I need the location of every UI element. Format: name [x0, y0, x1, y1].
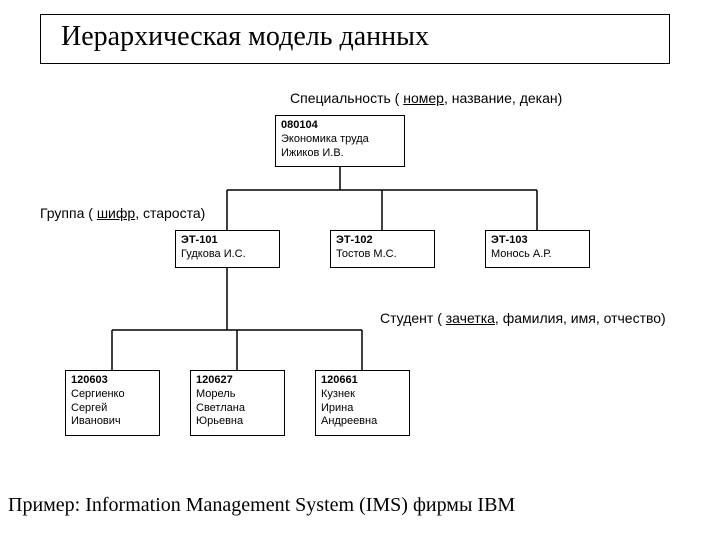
node-g3: ЭТ-103Монось А.Р. — [485, 230, 590, 268]
level-label-2: Студент ( зачетка, фамилия, имя, отчеств… — [380, 310, 666, 326]
node-g1: ЭТ-101Гудкова И.С. — [175, 230, 280, 268]
footer-caption: Пример: Information Management System (I… — [8, 494, 515, 516]
node-s3: 120661КузнекИринаАндреевна — [315, 370, 410, 436]
level-label-1: Группа ( шифр, староста) — [40, 205, 205, 221]
hierarchy-diagram: Специальность ( номер, название, декан) Г… — [40, 90, 680, 470]
node-root: 080104Экономика трудаИжиков И.В. — [275, 115, 405, 167]
node-g2: ЭТ-102Тостов М.С. — [330, 230, 435, 268]
level-label-0: Специальность ( номер, название, декан) — [290, 90, 562, 106]
node-s1: 120603СергиенкоСергейИванович — [65, 370, 160, 436]
page-title: Иерархическая модель данных — [40, 14, 670, 64]
node-s2: 120627МорельСветланаЮрьевна — [190, 370, 285, 436]
